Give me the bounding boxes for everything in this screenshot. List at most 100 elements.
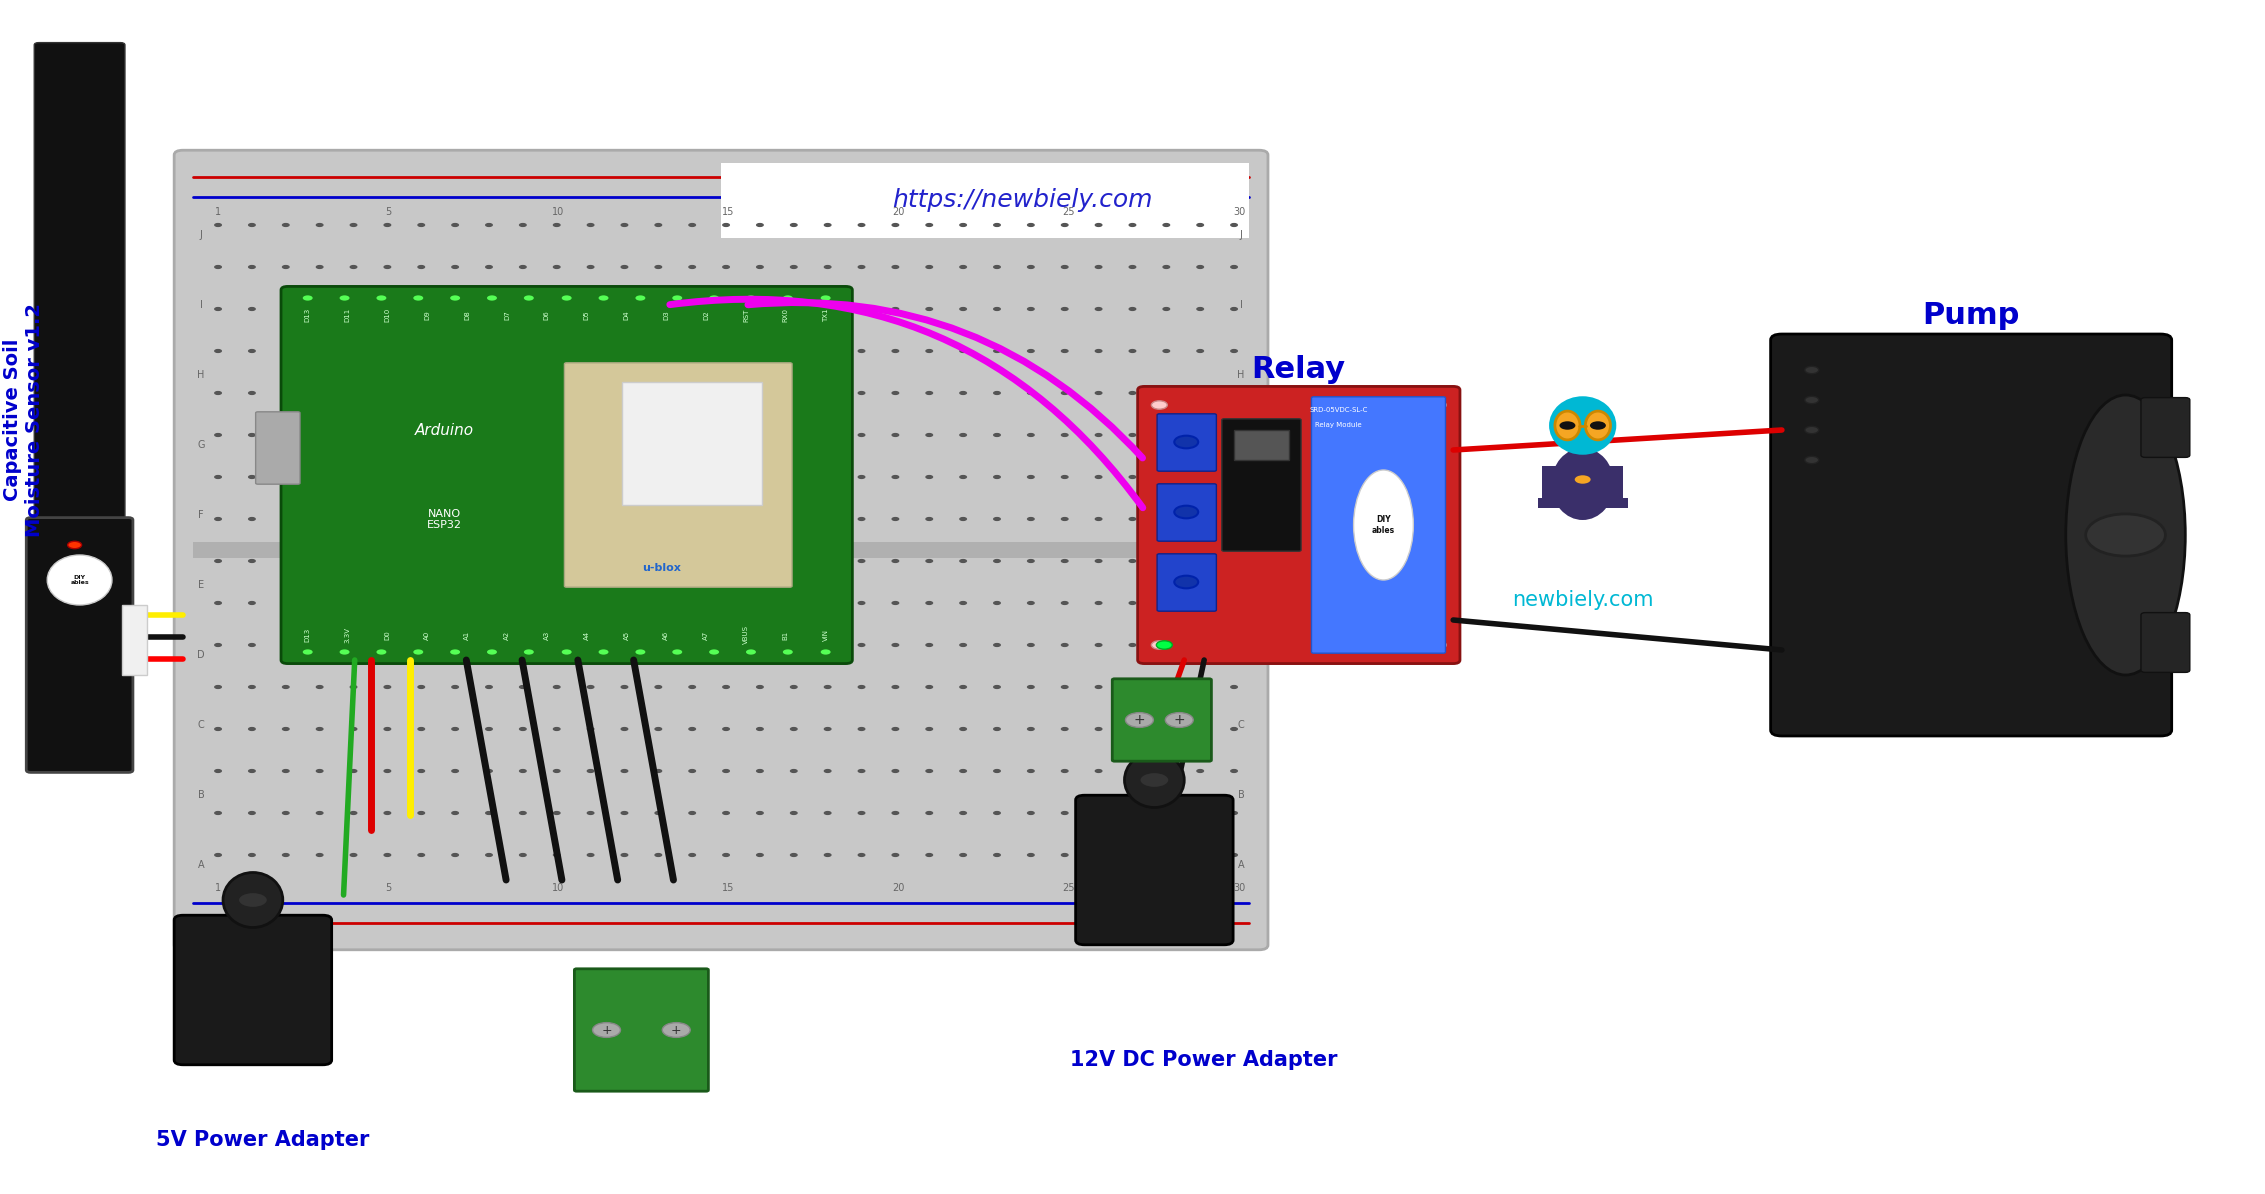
Circle shape [1128,685,1137,689]
Circle shape [215,853,222,857]
Circle shape [992,769,1001,773]
Circle shape [485,811,494,816]
Circle shape [723,601,729,605]
Text: D: D [197,650,204,660]
Circle shape [1128,811,1137,816]
Circle shape [824,727,831,731]
Circle shape [553,265,562,269]
Circle shape [1164,713,1194,727]
Ellipse shape [222,873,283,928]
Circle shape [723,433,729,437]
Circle shape [1060,727,1069,731]
Text: A6: A6 [664,630,668,640]
Circle shape [926,307,933,312]
Text: D7: D7 [503,310,510,320]
Circle shape [1128,433,1137,437]
Text: 12V DC Power Adapter: 12V DC Power Adapter [1071,1050,1339,1070]
Circle shape [1151,641,1166,650]
Circle shape [1230,642,1239,647]
Circle shape [315,727,324,731]
Circle shape [1094,727,1103,731]
Circle shape [215,475,222,479]
Circle shape [553,642,562,647]
Circle shape [958,559,967,564]
Circle shape [485,390,494,395]
Circle shape [1026,349,1035,353]
Circle shape [655,853,661,857]
Circle shape [621,475,627,479]
Circle shape [1196,517,1205,521]
Circle shape [824,223,831,227]
Circle shape [485,517,494,521]
Circle shape [689,517,695,521]
Text: TX1: TX1 [822,308,829,321]
Circle shape [485,223,494,227]
Circle shape [281,517,290,521]
Circle shape [1094,475,1103,479]
Circle shape [451,307,460,312]
Circle shape [417,307,426,312]
Circle shape [215,349,222,353]
Circle shape [858,517,865,521]
Ellipse shape [1354,470,1413,580]
Circle shape [655,433,661,437]
Text: E: E [1239,580,1243,590]
Circle shape [451,727,460,731]
Circle shape [383,727,392,731]
Circle shape [621,433,627,437]
Circle shape [745,295,757,301]
Circle shape [621,223,627,227]
Circle shape [1590,421,1606,430]
Circle shape [992,685,1001,689]
Circle shape [723,265,729,269]
Circle shape [1128,769,1137,773]
Circle shape [1026,517,1035,521]
Bar [1234,430,1289,460]
Circle shape [1230,517,1239,521]
Circle shape [858,601,865,605]
Circle shape [1060,307,1069,312]
Circle shape [281,265,290,269]
Text: 3.3V: 3.3V [344,627,351,644]
Circle shape [621,307,627,312]
Circle shape [892,727,899,731]
Circle shape [451,433,460,437]
Text: D2: D2 [702,310,709,320]
Circle shape [247,390,256,395]
Circle shape [519,642,528,647]
Circle shape [349,642,358,647]
Circle shape [215,307,222,312]
Circle shape [1805,367,1819,374]
Bar [193,542,1248,558]
Circle shape [417,475,426,479]
Circle shape [1026,265,1035,269]
Circle shape [1805,426,1819,433]
Text: 25: 25 [1062,207,1076,217]
Circle shape [858,475,865,479]
Circle shape [553,433,562,437]
Circle shape [281,727,290,731]
Circle shape [723,390,729,395]
Circle shape [1060,811,1069,816]
Circle shape [1196,433,1205,437]
Circle shape [315,390,324,395]
Circle shape [858,265,865,269]
Circle shape [383,853,392,857]
Text: Relay Module: Relay Module [1316,421,1361,427]
Circle shape [790,349,797,353]
Circle shape [1173,576,1198,589]
Circle shape [709,295,718,301]
Circle shape [655,642,661,647]
Circle shape [655,727,661,731]
Circle shape [689,475,695,479]
Circle shape [1196,349,1205,353]
Circle shape [1060,559,1069,564]
Text: D10: D10 [385,308,390,322]
Circle shape [790,433,797,437]
Circle shape [417,769,426,773]
Circle shape [655,769,661,773]
Circle shape [1230,475,1239,479]
Circle shape [1026,853,1035,857]
Circle shape [824,559,831,564]
Circle shape [790,517,797,521]
